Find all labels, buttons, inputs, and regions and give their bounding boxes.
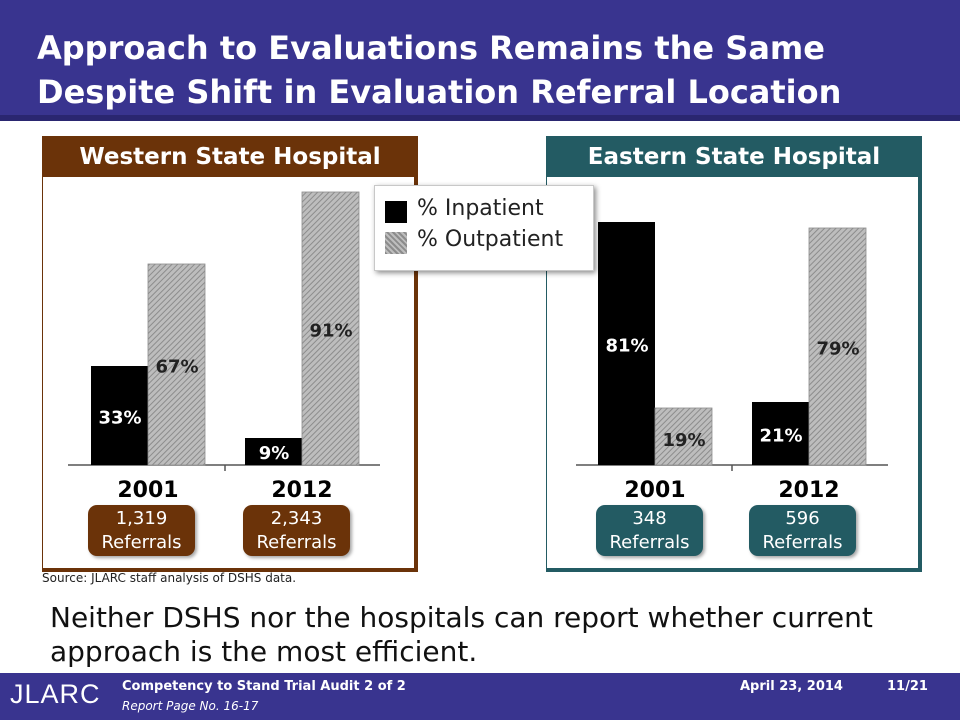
western-2001-outpatient-bar <box>147 263 206 466</box>
western-2001-referrals: 1,319 Referrals <box>88 505 195 556</box>
western-2001-inpatient-bar <box>91 366 148 465</box>
eastern-2012-inpatient-label: 21% <box>759 426 802 447</box>
title-bar-shadow <box>0 115 960 121</box>
referral-label: Referrals <box>256 532 337 553</box>
western-panel: Western State Hospital <box>42 136 418 572</box>
eastern-2001-inpatient-bar <box>598 222 655 465</box>
referral-count: 348 <box>632 508 667 529</box>
referral-count: 2,343 <box>270 508 323 529</box>
eastern-2001-inpatient-label: 81% <box>605 336 648 357</box>
western-panel-bottom <box>43 568 417 572</box>
footer-date: April 23, 2014 <box>740 679 843 694</box>
western-2012-inpatient-label: 9% <box>259 443 290 464</box>
western-2001-inpatient-label: 33% <box>98 408 141 429</box>
source-note: Source: JLARC staff analysis of DSHS dat… <box>42 571 297 585</box>
outpatient-swatch <box>385 232 407 254</box>
western-2001-outpatient-label: 67% <box>155 357 198 378</box>
eastern-2001-referrals: 348 Referrals <box>596 505 703 556</box>
eastern-panel-edge <box>918 137 922 571</box>
referral-label: Referrals <box>101 532 182 553</box>
eastern-panel: Eastern State Hospital <box>546 136 922 572</box>
eastern-year-label-2012: 2012 <box>778 478 839 503</box>
chart-legend: % Inpatient % Outpatient <box>374 185 594 271</box>
eastern-panel-title: Eastern State Hospital <box>547 137 921 177</box>
western-2012-outpatient-label: 91% <box>309 321 352 342</box>
eastern-2012-outpatient-label: 79% <box>816 339 859 360</box>
page-title: Approach to Evaluations Remains the Same… <box>37 29 842 111</box>
footer: JLARC Competency to Stand Trial Audit 2 … <box>0 673 960 720</box>
referral-label: Referrals <box>609 532 690 553</box>
referral-count: 1,319 <box>115 508 168 529</box>
western-panel-edge <box>414 137 418 571</box>
western-2012-inpatient-bar <box>245 438 302 465</box>
legend-outpatient-label: % Outpatient <box>417 227 564 252</box>
eastern-2012-outpatient-bar <box>808 227 867 466</box>
western-2012-referrals: 2,343 Referrals <box>243 505 350 556</box>
western-panel-title: Western State Hospital <box>43 137 417 177</box>
eastern-2001-outpatient-bar <box>654 407 713 466</box>
eastern-2012-referrals: 596 Referrals <box>749 505 856 556</box>
report-title: Competency to Stand Trial Audit 2 of 2 <box>122 679 406 694</box>
inpatient-swatch <box>385 201 407 223</box>
western-year-label-2001: 2001 <box>117 478 178 503</box>
legend-inpatient-label: % Inpatient <box>417 196 544 221</box>
eastern-panel-bottom <box>547 568 921 572</box>
referral-label: Referrals <box>762 532 843 553</box>
referral-count: 596 <box>785 508 820 529</box>
eastern-2012-inpatient-bar <box>752 402 809 465</box>
jlarc-logo: JLARC <box>10 679 101 709</box>
slide-number: 11/21 <box>887 679 928 694</box>
western-2012-outpatient-bar <box>301 191 360 466</box>
eastern-2001-outpatient-label: 19% <box>662 430 705 451</box>
title-bar: Approach to Evaluations Remains the Same… <box>0 0 960 121</box>
eastern-year-label-2001: 2001 <box>624 478 685 503</box>
report-page-ref: Report Page No. 16-17 <box>122 699 259 713</box>
key-finding: Neither DSHS nor the hospitals can repor… <box>50 601 873 668</box>
western-year-label-2012: 2012 <box>271 478 332 503</box>
